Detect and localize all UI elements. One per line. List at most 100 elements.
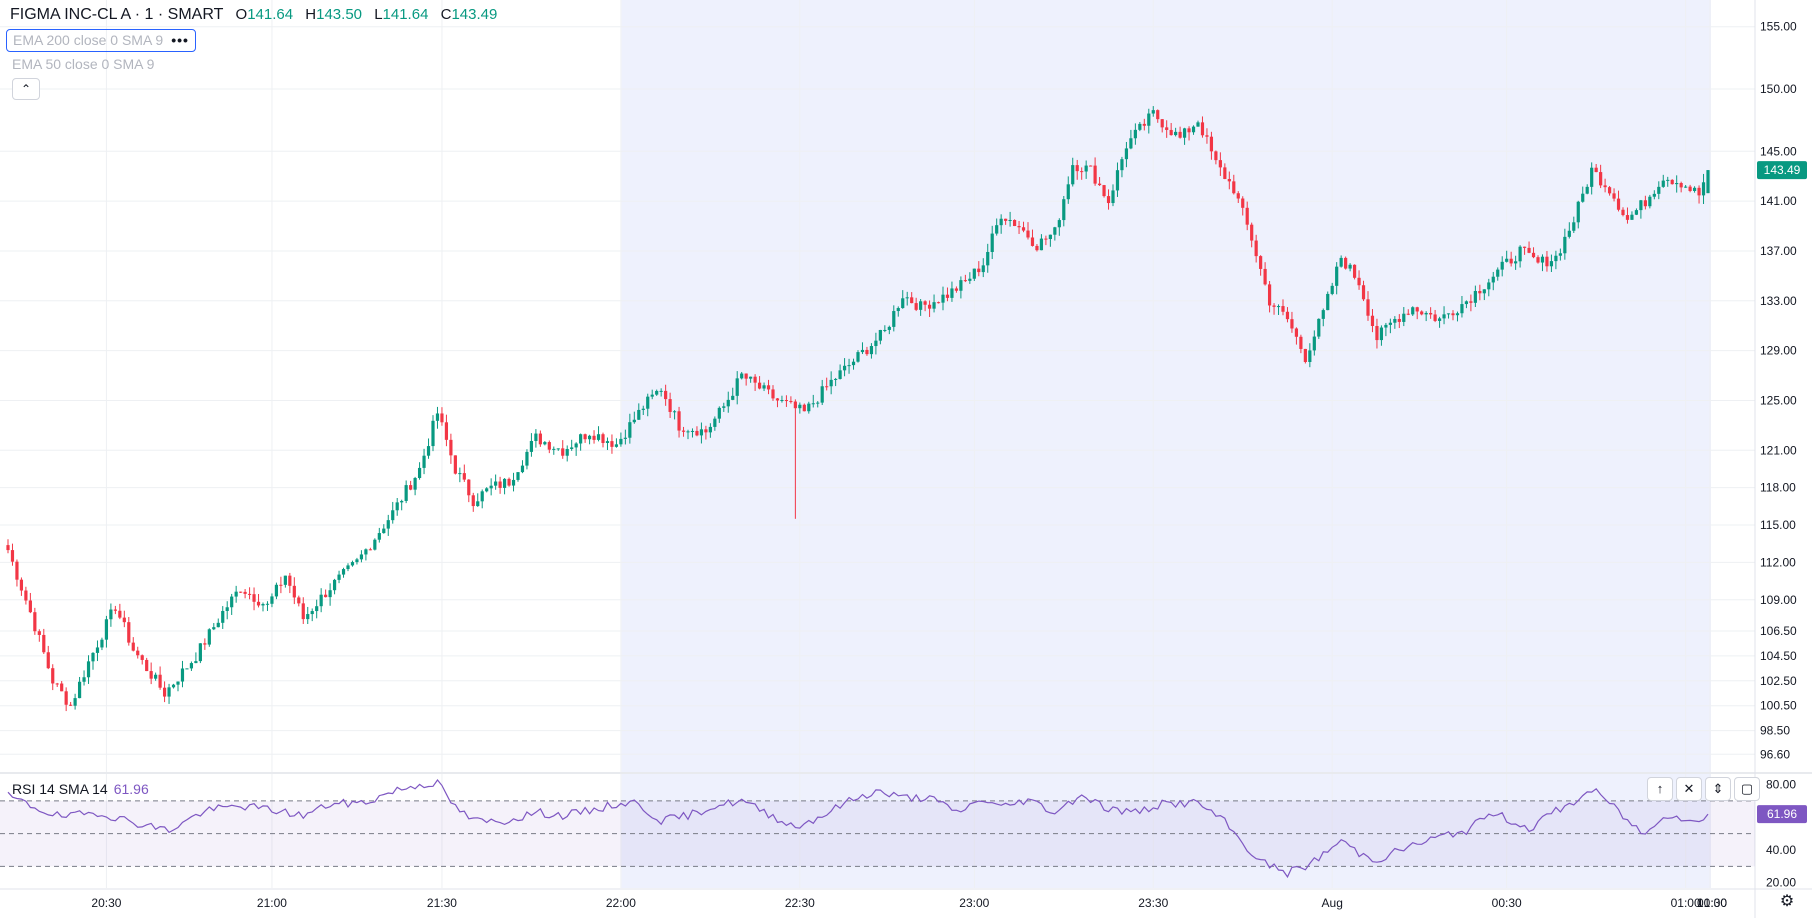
candle-body (328, 590, 332, 598)
collapse-legend-button[interactable]: ⌃ (12, 78, 40, 100)
candle-body (565, 448, 569, 456)
candle-body (659, 390, 663, 392)
candle-body (462, 473, 466, 480)
candle-body (1679, 183, 1683, 188)
candle-body (1312, 336, 1316, 351)
candle-body (1021, 227, 1026, 231)
candle-body (1411, 307, 1415, 315)
candle-body (6, 545, 10, 551)
collapse-pane-button[interactable]: ⇕ (1705, 777, 1731, 801)
candle-body (605, 441, 610, 443)
candle-body (149, 671, 153, 679)
candle-body (1111, 190, 1115, 204)
candle-body (19, 579, 24, 591)
candle-body (838, 370, 842, 379)
candle-body (122, 617, 126, 623)
candle-body (1473, 290, 1477, 303)
candle-body (1151, 110, 1155, 114)
candle-body (46, 652, 50, 669)
candle-body (910, 297, 914, 304)
candle-body (834, 378, 838, 380)
candle-body (212, 627, 216, 630)
candle-body (1276, 306, 1281, 308)
indicator-ema50-legend[interactable]: EMA 50 close 0 SMA 9 (12, 56, 154, 72)
candle-body (256, 601, 261, 606)
candle-body (1554, 255, 1558, 262)
candle-body (1675, 183, 1679, 185)
gear-icon[interactable]: ⚙ (1779, 893, 1795, 910)
maximize-icon: ▢ (1740, 781, 1754, 796)
candle-body (1057, 220, 1061, 228)
candle-body (1178, 131, 1182, 138)
candle-body (207, 629, 211, 645)
candle-body (1496, 269, 1500, 277)
candle-body (650, 394, 654, 397)
candle-body (1621, 209, 1625, 216)
candle-body (927, 304, 932, 309)
candle-body (749, 376, 753, 379)
candle-body (574, 443, 578, 448)
price-tick-label: 98.50 (1760, 724, 1790, 738)
rsi-tick-label: 80.00 (1766, 778, 1796, 792)
candle-body (69, 704, 73, 706)
candle-body (981, 265, 985, 273)
candle-body (726, 399, 730, 407)
candle-body (1603, 185, 1607, 188)
maximize-pane-button[interactable]: ▢ (1734, 777, 1760, 801)
candle-body (968, 278, 972, 281)
last-price-label: 143.49 (1764, 163, 1801, 177)
candle-body (1352, 264, 1357, 278)
candle-body (641, 408, 645, 410)
candle-body (1563, 236, 1567, 254)
candle-body (377, 533, 381, 540)
candle-body (883, 329, 887, 331)
candle-body (55, 683, 59, 685)
candle-body (990, 233, 994, 252)
candle-body (113, 609, 117, 611)
candle-body (444, 422, 449, 440)
candle-body (664, 390, 668, 400)
candle-body (279, 584, 283, 586)
candles-group (6, 106, 1710, 712)
rsi-legend[interactable]: RSI 14 SMA 14 61.96 (12, 781, 149, 797)
candle-body (1174, 131, 1178, 136)
candle-body (507, 478, 511, 486)
indicator-ema200-legend[interactable]: EMA 200 close 0 SMA 9 ••• (6, 29, 196, 52)
candle-body (681, 430, 686, 432)
candle-body (874, 340, 878, 347)
candle-body (1232, 181, 1236, 194)
last-price-badge (1757, 161, 1807, 180)
candle-body (1630, 214, 1634, 220)
candle-body (1142, 123, 1146, 126)
candle-body (1182, 128, 1187, 138)
candle-body (1648, 196, 1652, 207)
candle-body (1062, 199, 1066, 221)
time-tick-label: 01:00 (1671, 896, 1701, 910)
move-pane-up-button[interactable]: ↑ (1647, 777, 1673, 801)
candle-body (1393, 318, 1397, 323)
candle-body (230, 596, 234, 608)
candle-body (270, 596, 274, 604)
candle-body (1209, 136, 1214, 152)
more-dots-icon[interactable]: ••• (171, 32, 189, 48)
candle-body (64, 691, 68, 705)
candle-body (1522, 246, 1527, 248)
candle-body (520, 465, 525, 473)
candle-body (672, 411, 677, 413)
candle-body (1344, 257, 1348, 269)
candle-body (471, 495, 475, 507)
candle-body (1330, 285, 1334, 294)
candle-body (1241, 198, 1245, 208)
time-tick-label: 20:30 (91, 896, 121, 910)
candle-body (1245, 207, 1249, 225)
price-tick-label: 100.50 (1760, 699, 1797, 713)
candle-body (1607, 187, 1612, 194)
candle-body (619, 438, 623, 445)
candle-body (936, 302, 941, 304)
remove-pane-button[interactable]: ✕ (1676, 777, 1702, 801)
candle-body (1357, 277, 1361, 286)
candle-body (1639, 200, 1643, 211)
price-tick-label: 118.00 (1760, 481, 1796, 495)
